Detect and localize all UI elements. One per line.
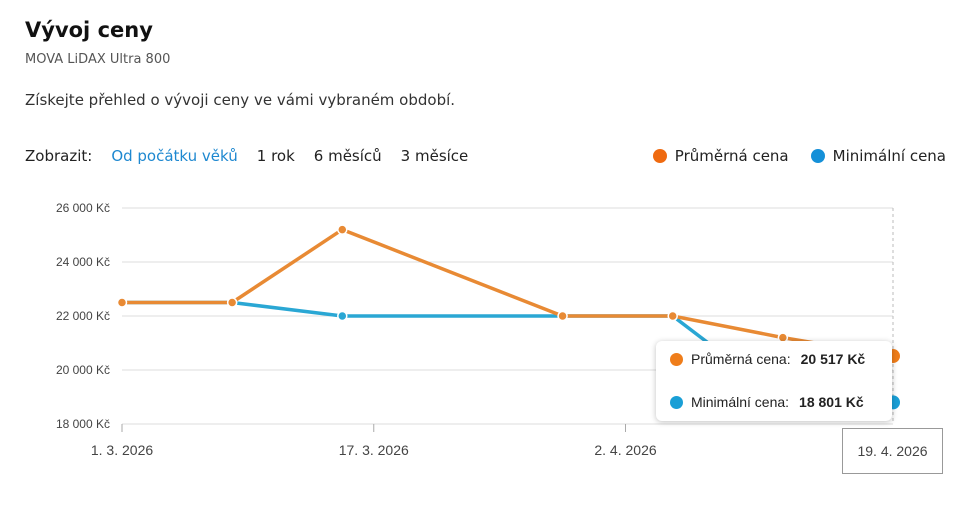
chart-legend: Průměrná cena Minimální cena <box>652 147 946 165</box>
average-dot-icon <box>670 352 683 366</box>
chart-tooltip: Průměrná cena: 20 517 Kč Minimální cena: 1… <box>656 341 892 421</box>
legend-average-dot-icon <box>652 149 667 163</box>
x-tick-label: 1. 3. 2026 <box>91 442 153 458</box>
period-filter: Zobrazit: Od počátku věků 1 rok 6 měsíců… <box>25 147 468 165</box>
tooltip-avg-label: Průměrná cena: <box>691 351 791 367</box>
filter-1-year[interactable]: 1 rok <box>256 147 295 165</box>
filter-6-months[interactable]: 6 měsíců <box>313 147 382 165</box>
y-tick-label: 22 000 Kč <box>56 309 110 323</box>
tooltip-min-label: Minimální cena: <box>691 394 790 410</box>
filter-label: Zobrazit: <box>25 147 93 165</box>
page-title: Vývoj ceny <box>25 18 153 42</box>
data-point-average <box>667 310 678 322</box>
filter-3-months[interactable]: 3 měsíce <box>400 147 469 165</box>
tooltip-min-value: 18 801 Kč <box>799 394 864 410</box>
data-point-minimum <box>337 310 348 322</box>
data-point-average <box>116 297 128 308</box>
filter-all-time[interactable]: Od počátku věků <box>111 147 238 165</box>
y-tick-label: 26 000 Kč <box>56 201 110 215</box>
data-point-average <box>226 297 238 308</box>
legend-minimum-dot-icon <box>810 149 825 163</box>
legend-average[interactable]: Průměrná cena <box>652 147 789 165</box>
description: Získejte přehled o vývoji ceny ve vámi v… <box>25 91 456 109</box>
x-tick-label: 2. 4. 2026 <box>594 442 656 458</box>
x-crosshair-label: 19. 4. 2026 <box>842 428 943 474</box>
tooltip-avg-value: 20 517 Kč <box>800 351 866 367</box>
y-tick-label: 18 000 Kč <box>56 417 110 431</box>
series-line-average <box>122 227 894 358</box>
legend-minimum-label: Minimální cena <box>832 147 946 165</box>
y-tick-label: 24 000 Kč <box>56 255 110 269</box>
minimum-dot-icon <box>670 395 683 409</box>
product-name: MOVA LiDAX Ultra 800 <box>25 52 171 67</box>
legend-minimum[interactable]: Minimální cena <box>810 147 946 165</box>
x-tick-label: 17. 3. 2026 <box>339 442 409 458</box>
data-point-average <box>557 310 568 322</box>
y-tick-label: 20 000 Kč <box>56 363 110 377</box>
data-point-average <box>337 224 348 235</box>
legend-average-label: Průměrná cena <box>674 147 789 165</box>
